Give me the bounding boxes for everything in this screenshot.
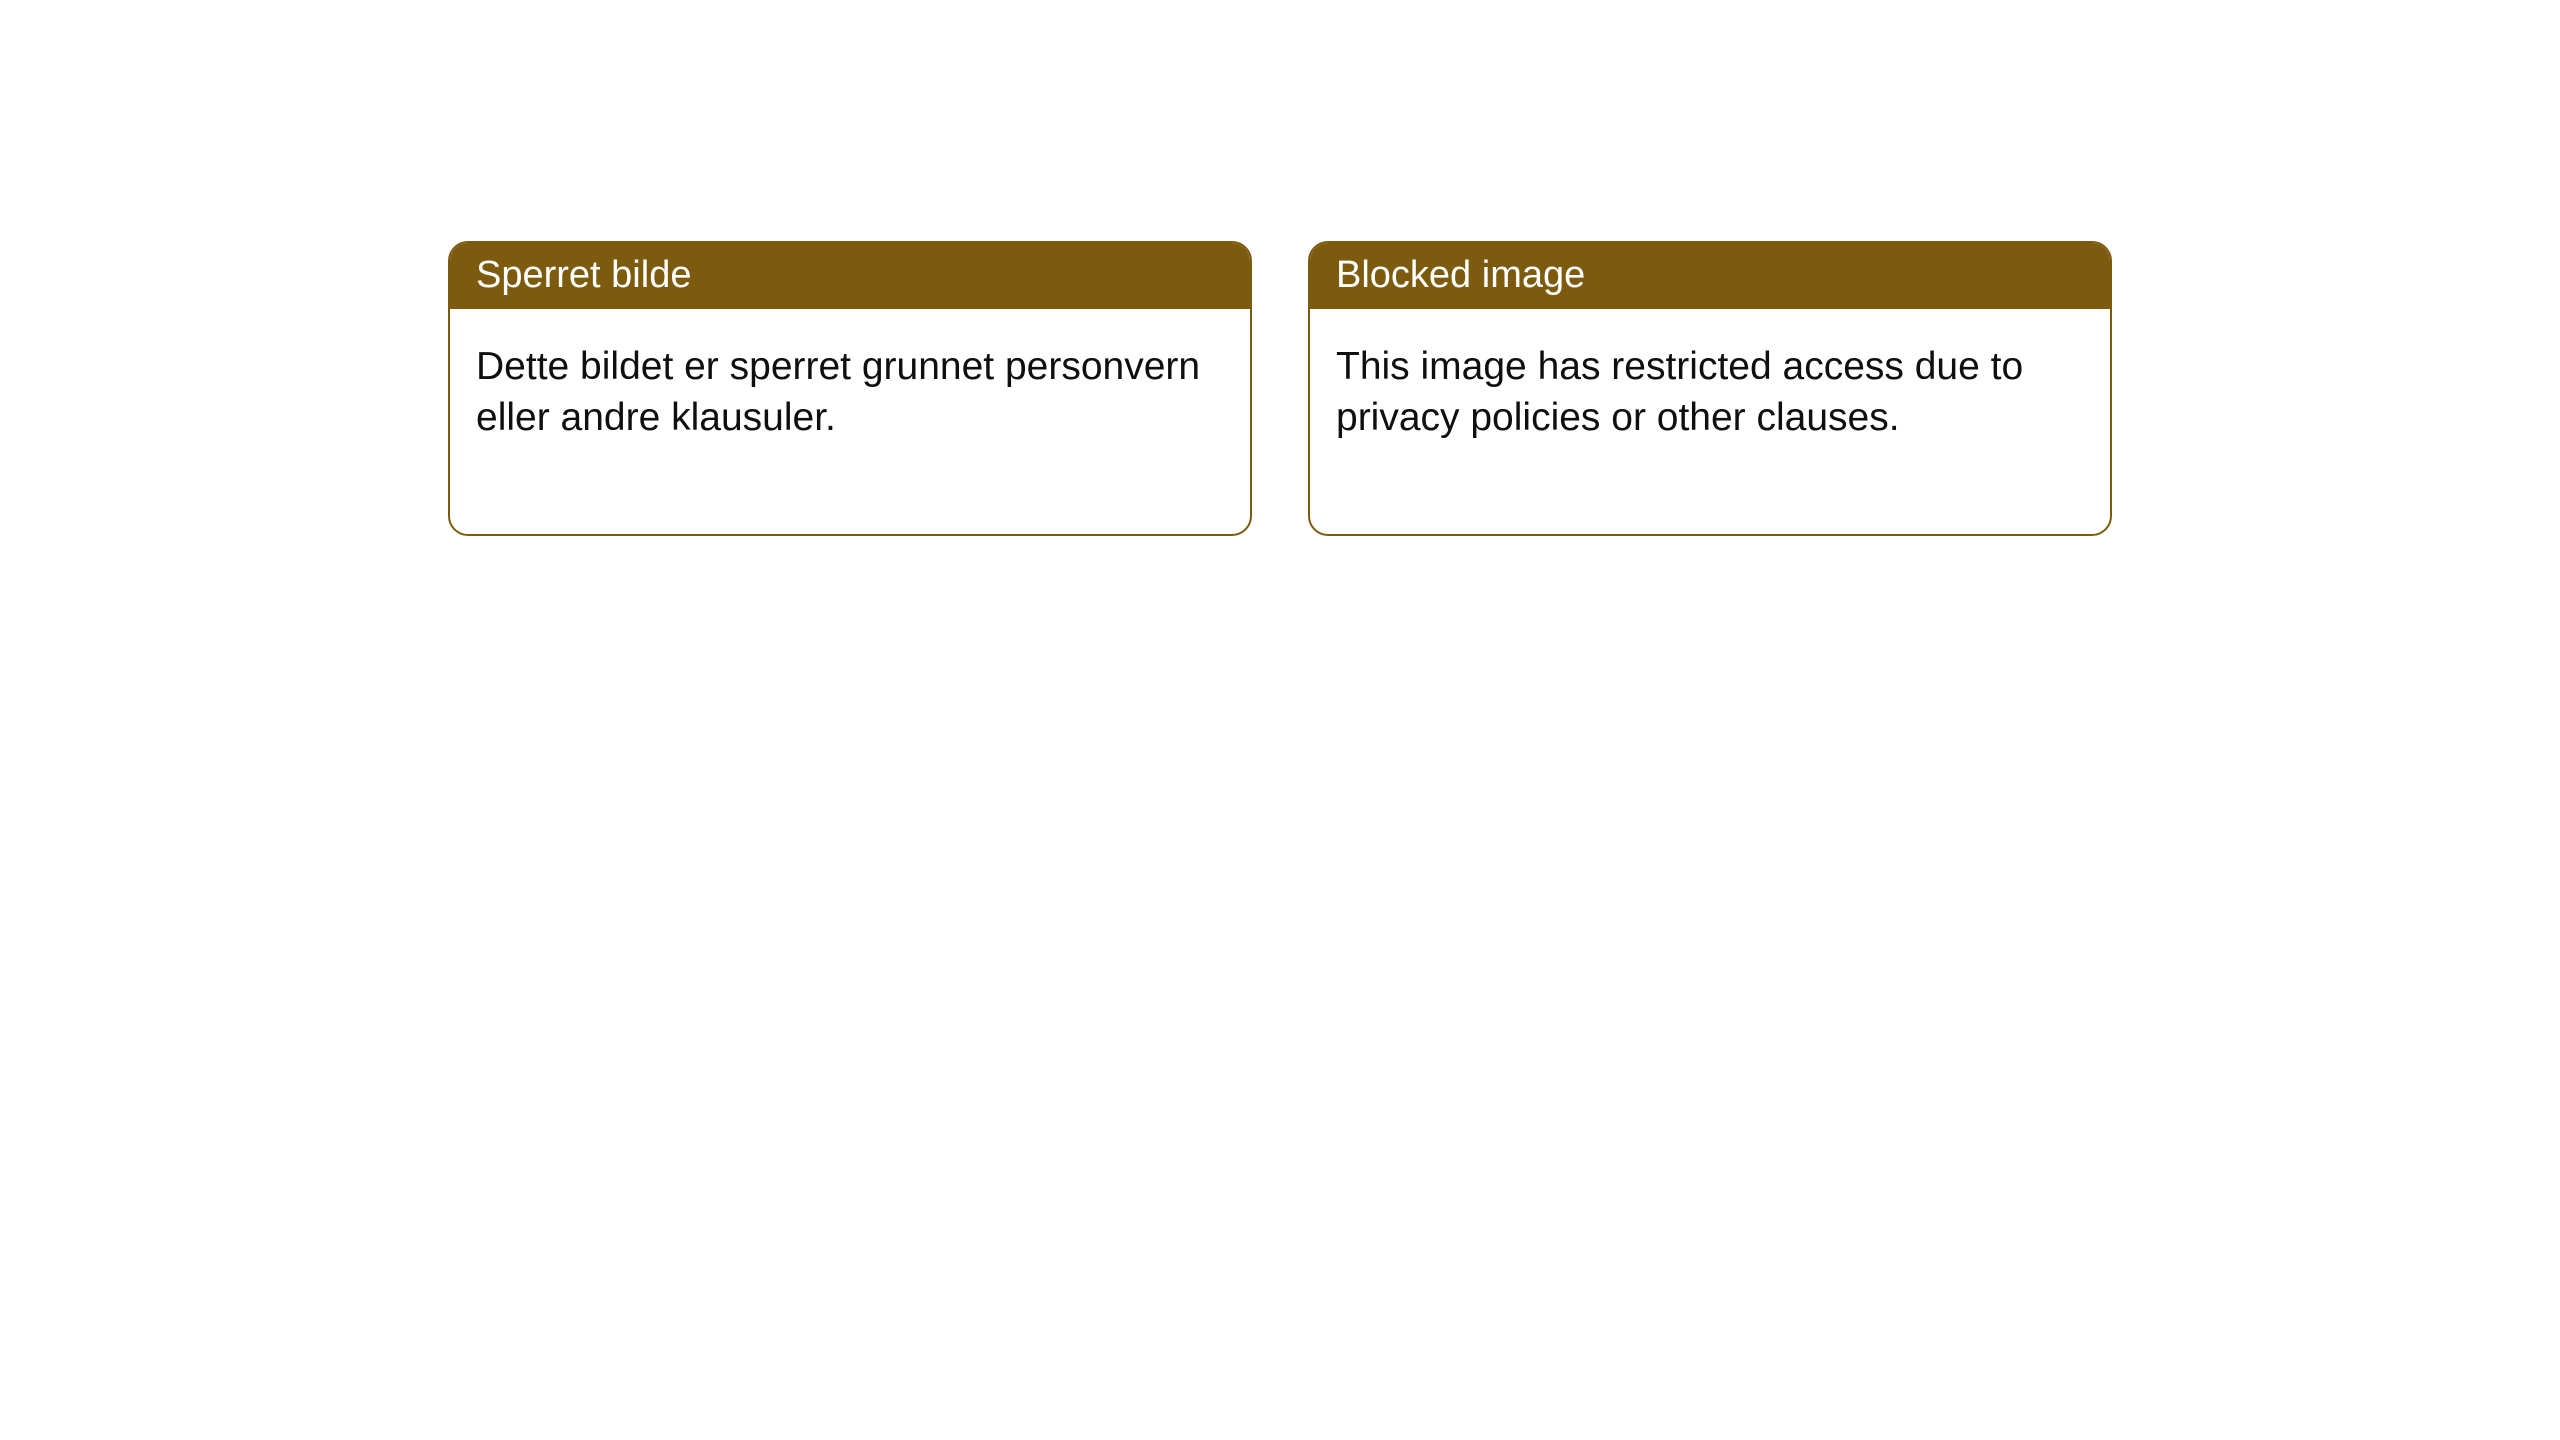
notice-body-text: Dette bildet er sperret grunnet personve… xyxy=(450,309,1250,534)
notice-card-english: Blocked image This image has restricted … xyxy=(1308,241,2112,536)
notice-body-text: This image has restricted access due to … xyxy=(1310,309,2110,534)
notice-container: Sperret bilde Dette bildet er sperret gr… xyxy=(0,0,2560,536)
notice-title: Blocked image xyxy=(1310,243,2110,309)
notice-title: Sperret bilde xyxy=(450,243,1250,309)
notice-card-norwegian: Sperret bilde Dette bildet er sperret gr… xyxy=(448,241,1252,536)
